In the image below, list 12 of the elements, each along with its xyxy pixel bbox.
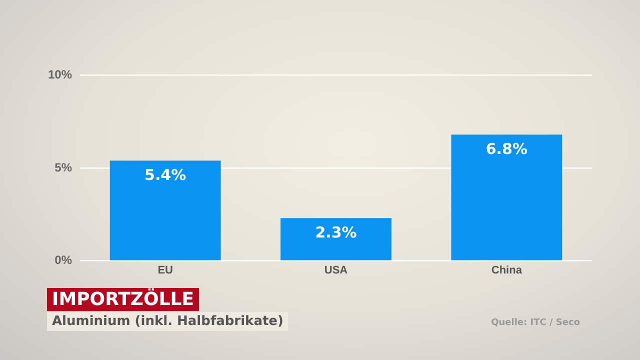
data-label: 6.8%	[486, 140, 528, 158]
data-label: 5.4%	[144, 166, 186, 184]
text: IMPORTZÖLLE	[47, 288, 200, 311]
x-tick-label: EU	[158, 264, 174, 276]
y-tick-label: 0%	[54, 253, 72, 268]
data-label: 2.3%	[315, 224, 357, 242]
source-note: Quelle: ITC / Seco	[491, 318, 580, 328]
x-tick-label: USA	[324, 264, 348, 276]
text: Aluminium (inkl. Halbfabrikate)	[47, 312, 288, 331]
y-tick-label: 10%	[48, 68, 72, 82]
y-tick-label: 5%	[54, 160, 72, 174]
x-tick-label: China	[491, 264, 523, 276]
